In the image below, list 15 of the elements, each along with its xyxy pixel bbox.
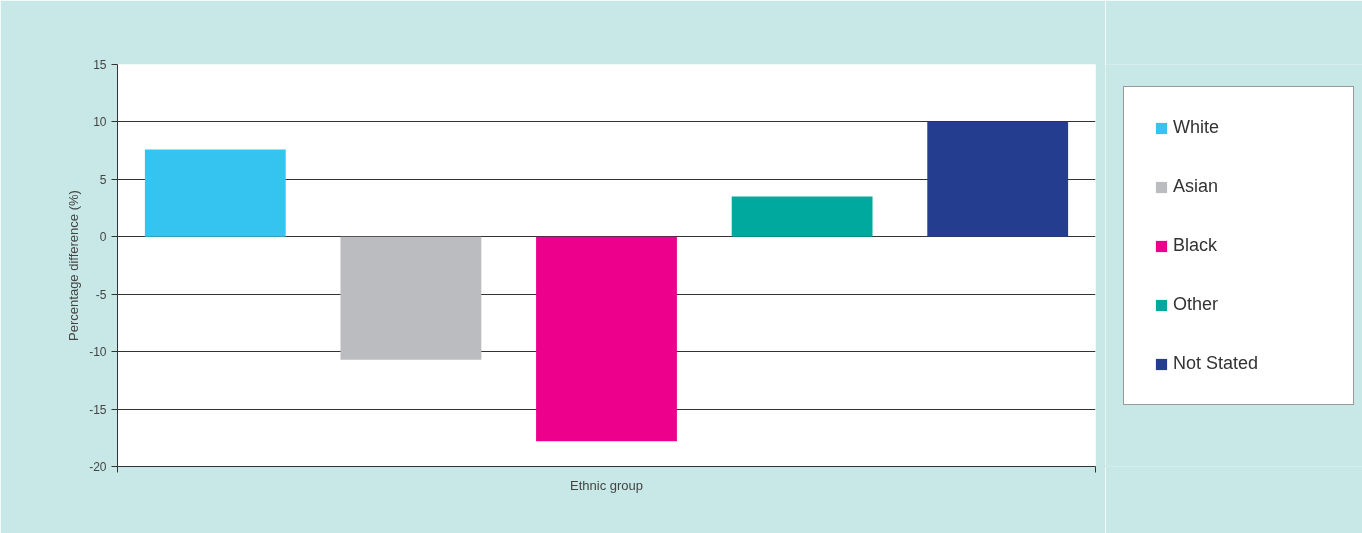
y-tick-label: -10 [89,345,107,360]
legend-label: Black [1173,235,1218,256]
y-tick-label: 15 [93,58,107,72]
y-tick-label: 10 [93,115,107,130]
legend-label: Other [1173,294,1220,315]
y-tick-label: 5 [99,172,107,187]
y-tick-label: -20 [89,460,107,474]
legend-label: Asian [1173,176,1220,197]
legend-label: White [1173,117,1220,138]
y-tick-label: 0 [99,230,107,245]
y-tick-label: -5 [95,287,107,302]
legend-label: Not Stated [1173,353,1260,374]
y-tick-label: -15 [89,402,107,417]
y-axis-title: Percentage difference (%) [66,190,82,341]
x-axis-title: Ethnic group [570,477,643,493]
